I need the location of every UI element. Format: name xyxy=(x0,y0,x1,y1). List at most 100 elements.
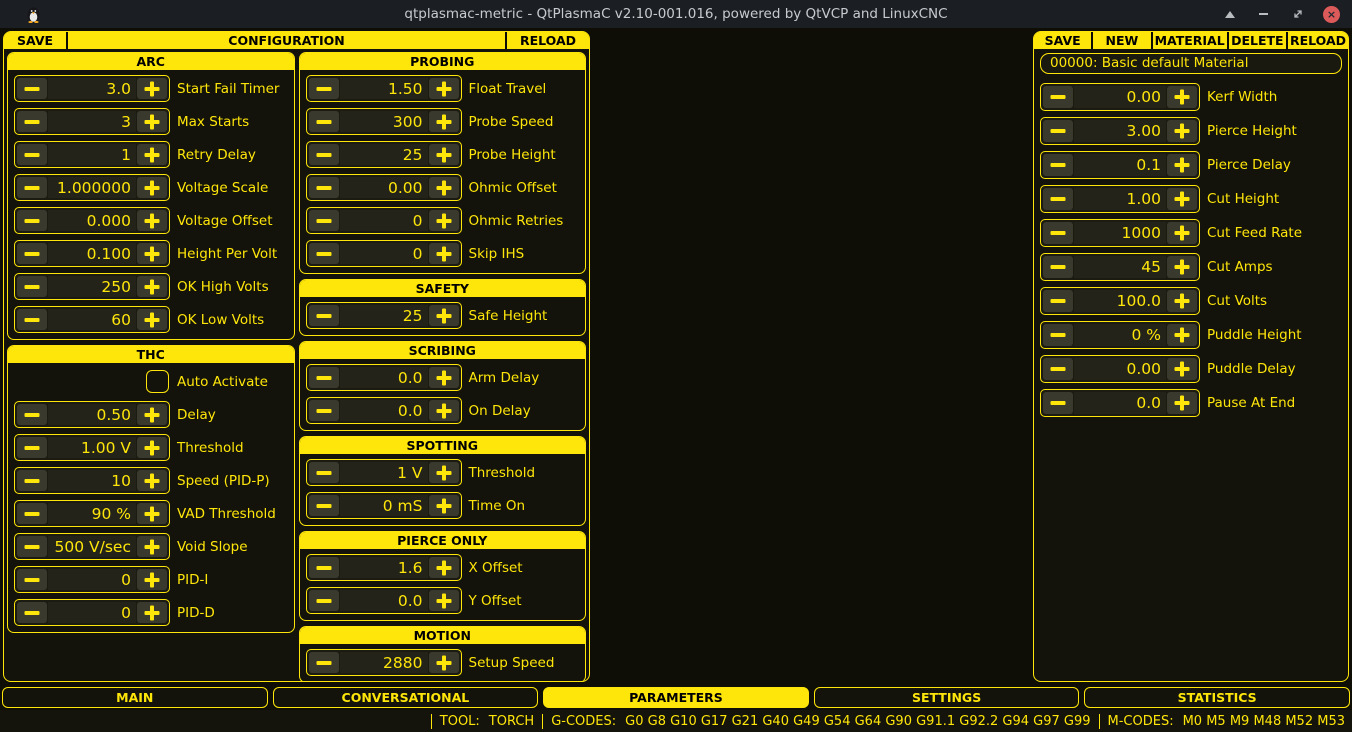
decrement-button[interactable] xyxy=(17,536,47,557)
increment-button[interactable] xyxy=(137,177,167,198)
param-value[interactable]: 0 xyxy=(48,602,136,623)
decrement-button[interactable] xyxy=(308,111,339,132)
decrement-button[interactable] xyxy=(308,652,339,673)
decrement-button[interactable] xyxy=(17,276,47,297)
increment-button[interactable] xyxy=(1167,358,1197,380)
param-value[interactable]: 0.00 xyxy=(1074,86,1166,108)
increment-button[interactable] xyxy=(137,276,167,297)
increment-button[interactable] xyxy=(1167,392,1197,414)
decrement-button[interactable] xyxy=(17,144,47,165)
decrement-button[interactable] xyxy=(1043,222,1073,244)
increment-button[interactable] xyxy=(1167,222,1197,244)
decrement-button[interactable] xyxy=(17,569,47,590)
decrement-button[interactable] xyxy=(17,503,47,524)
increment-button[interactable] xyxy=(137,503,167,524)
tab-parameters[interactable]: PARAMETERS xyxy=(543,687,809,708)
param-value[interactable]: 0.0 xyxy=(339,367,428,388)
param-value[interactable]: 0.1 xyxy=(1074,154,1166,176)
material-save-button[interactable]: SAVE xyxy=(1034,32,1092,49)
increment-button[interactable] xyxy=(428,111,459,132)
decrement-button[interactable] xyxy=(17,78,47,99)
decrement-button[interactable] xyxy=(17,243,47,264)
decrement-button[interactable] xyxy=(308,78,339,99)
restore-button[interactable] xyxy=(1289,6,1306,23)
param-value[interactable]: 0 xyxy=(339,210,428,231)
param-value[interactable]: 300 xyxy=(339,111,428,132)
increment-button[interactable] xyxy=(137,210,167,231)
param-value[interactable]: 1.50 xyxy=(339,78,428,99)
increment-button[interactable] xyxy=(137,78,167,99)
decrement-button[interactable] xyxy=(17,210,47,231)
increment-button[interactable] xyxy=(1167,256,1197,278)
param-value[interactable]: 10 xyxy=(48,470,136,491)
increment-button[interactable] xyxy=(137,437,167,458)
decrement-button[interactable] xyxy=(17,309,47,330)
decrement-button[interactable] xyxy=(308,210,339,231)
decrement-button[interactable] xyxy=(1043,324,1073,346)
param-value[interactable]: 500 V/sec xyxy=(48,536,136,557)
decrement-button[interactable] xyxy=(1043,290,1073,312)
increment-button[interactable] xyxy=(1167,290,1197,312)
increment-button[interactable] xyxy=(428,367,459,388)
decrement-button[interactable] xyxy=(1043,86,1073,108)
param-value[interactable]: 3.0 xyxy=(48,78,136,99)
param-value[interactable]: 0.0 xyxy=(339,590,428,611)
tab-settings[interactable]: SETTINGS xyxy=(813,687,1080,708)
increment-button[interactable] xyxy=(428,144,459,165)
increment-button[interactable] xyxy=(428,305,459,326)
decrement-button[interactable] xyxy=(308,177,339,198)
decrement-button[interactable] xyxy=(308,495,339,516)
increment-button[interactable] xyxy=(137,309,167,330)
param-value[interactable]: 250 xyxy=(48,276,136,297)
decrement-button[interactable] xyxy=(308,590,339,611)
decrement-button[interactable] xyxy=(17,404,47,425)
material-reload-button[interactable]: RELOAD xyxy=(1285,32,1348,49)
param-value[interactable]: 0 mS xyxy=(339,495,428,516)
material-delete-button[interactable]: DELETE xyxy=(1226,32,1286,49)
param-value[interactable]: 25 xyxy=(339,305,428,326)
param-value[interactable]: 1 xyxy=(48,144,136,165)
param-value[interactable]: 1 V xyxy=(339,462,428,483)
param-value[interactable]: 0.100 xyxy=(48,243,136,264)
decrement-button[interactable] xyxy=(308,144,339,165)
decrement-button[interactable] xyxy=(308,557,339,578)
tab-main[interactable]: MAIN xyxy=(2,687,268,708)
decrement-button[interactable] xyxy=(1043,120,1073,142)
tab-conversational[interactable]: CONVERSATIONAL xyxy=(272,687,539,708)
param-value[interactable]: 0.0 xyxy=(1074,392,1166,414)
param-value[interactable]: 2880 xyxy=(339,652,428,673)
param-value[interactable]: 0.000 xyxy=(48,210,136,231)
param-value[interactable]: 0 % xyxy=(1074,324,1166,346)
decrement-button[interactable] xyxy=(1043,358,1073,380)
auto-activate-checkbox[interactable] xyxy=(146,370,169,393)
param-value[interactable]: 0.00 xyxy=(339,177,428,198)
decrement-button[interactable] xyxy=(1043,154,1073,176)
decrement-button[interactable] xyxy=(17,177,47,198)
decrement-button[interactable] xyxy=(308,305,339,326)
decrement-button[interactable] xyxy=(1043,392,1073,414)
increment-button[interactable] xyxy=(137,111,167,132)
param-value[interactable]: 1.000000 xyxy=(48,177,136,198)
decrement-button[interactable] xyxy=(308,462,339,483)
decrement-button[interactable] xyxy=(17,602,47,623)
param-value[interactable]: 0.0 xyxy=(339,400,428,421)
param-value[interactable]: 1.00 V xyxy=(48,437,136,458)
param-value[interactable]: 0 xyxy=(48,569,136,590)
param-value[interactable]: 1.6 xyxy=(339,557,428,578)
shade-button[interactable] xyxy=(1221,6,1238,23)
param-value[interactable]: 0.50 xyxy=(48,404,136,425)
close-button[interactable]: × xyxy=(1323,5,1340,23)
increment-button[interactable] xyxy=(428,495,459,516)
increment-button[interactable] xyxy=(1167,188,1197,210)
param-value[interactable]: 90 % xyxy=(48,503,136,524)
param-value[interactable]: 0 xyxy=(339,243,428,264)
increment-button[interactable] xyxy=(137,470,167,491)
increment-button[interactable] xyxy=(428,652,459,673)
increment-button[interactable] xyxy=(428,557,459,578)
decrement-button[interactable] xyxy=(1043,256,1073,278)
increment-button[interactable] xyxy=(428,177,459,198)
config-reload-button[interactable]: RELOAD xyxy=(504,32,589,49)
increment-button[interactable] xyxy=(137,569,167,590)
decrement-button[interactable] xyxy=(17,470,47,491)
increment-button[interactable] xyxy=(428,462,459,483)
